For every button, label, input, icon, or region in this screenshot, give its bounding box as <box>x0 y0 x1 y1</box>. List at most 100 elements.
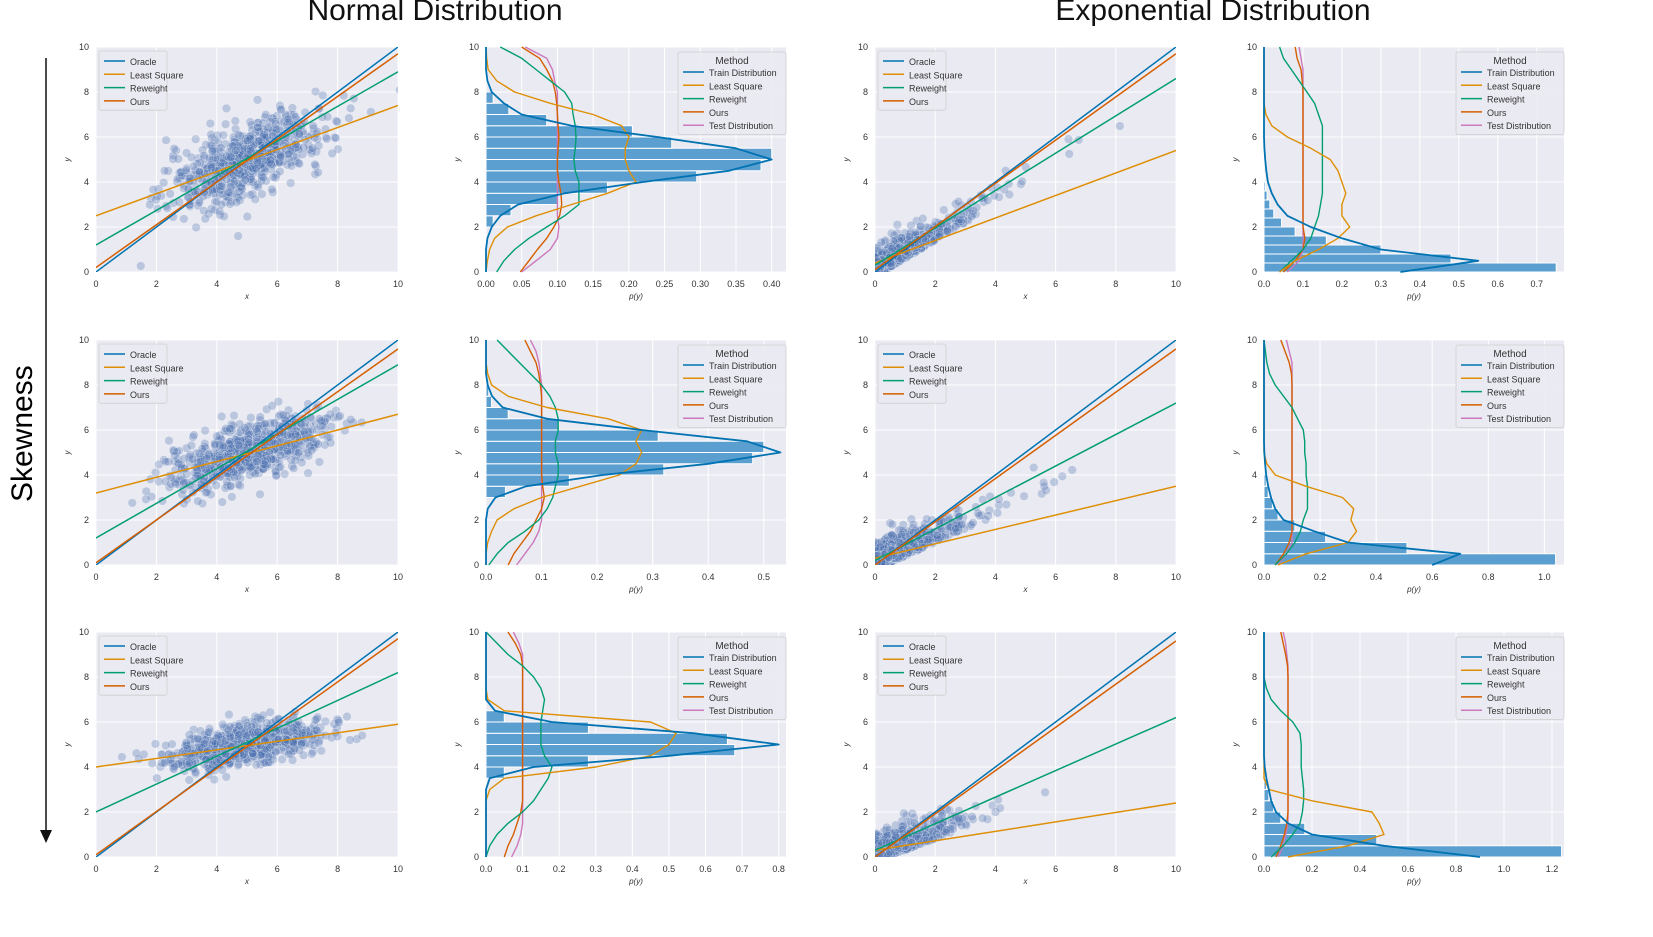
scatter-point <box>346 103 356 113</box>
legend-entry: Ours <box>1487 401 1507 411</box>
scatter-point <box>889 230 899 240</box>
scatter-point <box>182 740 192 750</box>
scatter-point <box>956 216 966 226</box>
y-tick-label: 4 <box>84 470 89 480</box>
y-tick-label: 10 <box>79 335 89 345</box>
scatter-point <box>288 723 298 733</box>
legend-title: Method <box>715 56 748 67</box>
x-tick-label: 0.0 <box>480 864 493 874</box>
scatter-point <box>170 450 180 460</box>
x-axis-label: p(y) <box>1406 585 1421 594</box>
scatter-point <box>235 441 245 451</box>
scatter-point <box>147 758 157 768</box>
y-tick-label: 2 <box>1252 807 1257 817</box>
scatter-point <box>286 455 296 465</box>
y-tick-label: 4 <box>474 177 479 187</box>
scatter-point <box>244 428 254 438</box>
legend-entry: Ours <box>909 97 929 107</box>
scatter-point <box>276 105 286 115</box>
x-tick-label: 0.25 <box>656 279 674 289</box>
scatter-point <box>195 726 205 736</box>
scatter-point <box>216 200 226 210</box>
scatter-point <box>141 486 151 496</box>
y-tick-label: 2 <box>474 515 479 525</box>
x-tick-label: 1.2 <box>1546 864 1559 874</box>
x-tick-label: 0.5 <box>1453 279 1466 289</box>
scatter-point <box>157 749 167 759</box>
scatter-point <box>320 416 330 426</box>
regression-line-reweight <box>96 364 398 539</box>
legend-entry: Train Distribution <box>709 653 777 663</box>
scatter-point <box>1064 149 1074 159</box>
scatter-point <box>245 134 255 144</box>
scatter-point <box>226 197 236 207</box>
scatter-point <box>297 457 307 467</box>
scatter-point <box>206 163 216 173</box>
x-tick-label: 8 <box>335 572 340 582</box>
scatter-point <box>251 760 261 770</box>
scatter-point <box>294 144 304 154</box>
scatter-point <box>395 85 398 95</box>
legend-entry: Least Square <box>1487 374 1541 384</box>
x-tick-label: 0.0 <box>1258 279 1271 289</box>
legend-entry: Reweight <box>709 95 747 105</box>
scatter-point <box>241 457 251 467</box>
scatter-point <box>170 479 180 489</box>
y-axis-label: y <box>1231 742 1240 748</box>
y-tick-label: 2 <box>474 222 479 232</box>
scatter-point <box>294 158 304 168</box>
scatter-point <box>200 738 210 748</box>
scatter-point <box>200 426 210 436</box>
legend-entry: Reweight <box>909 377 947 387</box>
scatter-point <box>217 497 227 507</box>
legend-title: Method <box>715 349 748 360</box>
scatter-point <box>258 118 268 128</box>
scatter-point <box>276 104 286 114</box>
scatter-point <box>314 414 324 424</box>
scatter-point <box>165 189 175 199</box>
scatter-point <box>159 455 169 465</box>
scatter-point <box>309 124 319 134</box>
y-tick-label: 6 <box>84 425 89 435</box>
x-tick-label: 6 <box>275 864 280 874</box>
scatter-point <box>216 738 226 748</box>
x-axis-label: p(y) <box>628 877 643 886</box>
scatter-point <box>1067 465 1077 475</box>
scatter-point <box>251 128 261 138</box>
scatter-point <box>311 715 321 725</box>
scatter-point <box>230 176 240 186</box>
x-tick-label: 0.4 <box>1414 279 1427 289</box>
y-tick-label: 4 <box>84 762 89 772</box>
scatter-point <box>939 205 949 215</box>
scatter-point <box>220 139 230 149</box>
y-tick-label: 2 <box>863 807 868 817</box>
scatter-point <box>280 469 290 479</box>
x-tick-label: 6 <box>275 572 280 582</box>
scatter-point <box>304 145 314 155</box>
scatter-point <box>303 451 313 461</box>
scatter-point <box>259 459 269 469</box>
scatter-point <box>941 827 951 837</box>
scatter-point <box>967 812 977 822</box>
scatter-point <box>335 411 345 421</box>
scatter-point <box>231 145 241 155</box>
scatter-point <box>150 739 160 749</box>
y-tick-label: 8 <box>474 380 479 390</box>
scatter-point <box>294 129 304 139</box>
scatter-point <box>326 438 336 448</box>
x-tick-label: 0.4 <box>626 864 639 874</box>
scatter-point <box>227 492 237 502</box>
scatter-point <box>161 741 171 751</box>
x-tick-label: 2 <box>933 572 938 582</box>
legend-entry: Train Distribution <box>709 361 777 371</box>
y-tick-label: 0 <box>863 560 868 570</box>
scatter-point <box>206 130 216 140</box>
y-tick-label: 4 <box>1252 177 1257 187</box>
legend-title: Method <box>1493 641 1526 652</box>
scatter-point <box>237 465 247 475</box>
scatter-point <box>258 172 268 182</box>
histogram-bar <box>1263 208 1275 219</box>
histogram-bar <box>1263 553 1557 566</box>
scatter-point <box>139 749 149 759</box>
